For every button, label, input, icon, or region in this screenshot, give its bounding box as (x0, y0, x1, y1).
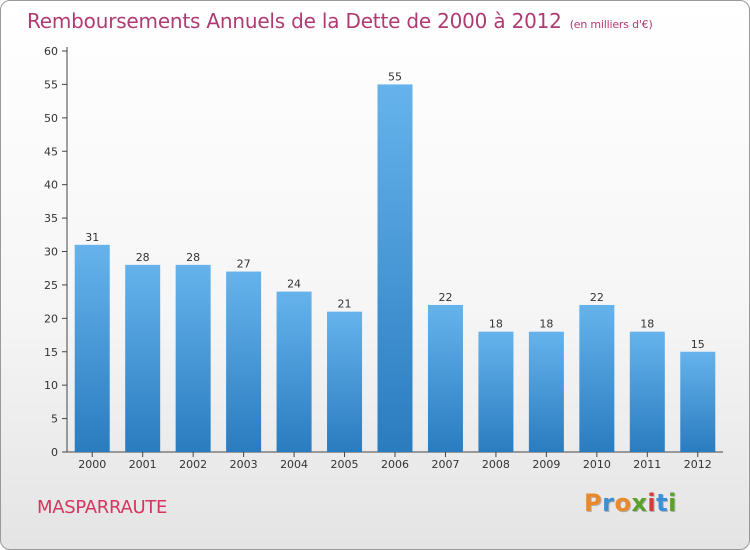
x-tick-label: 2005 (331, 458, 359, 471)
x-tick-label: 2011 (633, 458, 661, 471)
bar (427, 304, 463, 452)
y-tick-label: 45 (44, 145, 58, 158)
bar (629, 331, 665, 452)
bar-value-label: 27 (237, 258, 251, 271)
y-tick-label: 10 (44, 379, 58, 392)
bar-value-label: 55 (388, 70, 402, 83)
y-tick-label: 40 (44, 179, 58, 192)
bar (175, 264, 211, 452)
bar-value-label: 22 (438, 291, 452, 304)
bar (680, 351, 716, 452)
bar (579, 304, 615, 452)
bar-value-label: 15 (691, 338, 705, 351)
y-tick-label: 50 (44, 112, 58, 125)
bar-value-label: 21 (338, 298, 352, 311)
logo-letter: i (668, 489, 677, 517)
bar (226, 271, 262, 452)
x-tick-label: 2003 (230, 458, 258, 471)
y-tick-label: 30 (44, 246, 58, 259)
x-tick-label: 2007 (431, 458, 459, 471)
bar-value-label: 31 (85, 231, 99, 244)
chart-title-text: Remboursements Annuels de la Dette de 20… (27, 9, 562, 33)
x-tick-label: 2001 (129, 458, 157, 471)
y-tick-label: 55 (44, 78, 58, 91)
bar (478, 331, 514, 452)
x-tick-label: 2004 (280, 458, 308, 471)
bar (74, 244, 110, 452)
logo-letter: i (647, 489, 657, 517)
x-tick-label: 2010 (583, 458, 611, 471)
y-tick-label: 25 (44, 279, 58, 292)
bar (377, 84, 413, 453)
commune-name: MASPARRAUTE (37, 497, 168, 518)
bar-value-label: 24 (287, 278, 301, 291)
y-tick-label: 60 (44, 45, 58, 58)
logo-letter: o (614, 489, 632, 517)
y-tick-label: 15 (44, 346, 58, 359)
logo-letter: t (656, 489, 669, 517)
bar-value-label: 28 (136, 251, 150, 264)
bar-value-label: 18 (539, 318, 553, 331)
bar-value-label: 18 (640, 318, 654, 331)
bar (125, 264, 161, 452)
x-tick-label: 2012 (684, 458, 712, 471)
y-tick-label: 20 (44, 312, 58, 325)
chart-title: Remboursements Annuels de la Dette de 20… (27, 9, 653, 33)
bar-value-label: 22 (590, 291, 604, 304)
x-tick-label: 2008 (482, 458, 510, 471)
y-tick-label: 5 (51, 413, 58, 426)
logo-letter: r (602, 489, 615, 517)
x-tick-label: 2006 (381, 458, 409, 471)
y-tick-label: 35 (44, 212, 58, 225)
logo-letter: P (584, 489, 603, 517)
bar (327, 311, 363, 452)
x-tick-label: 2000 (78, 458, 106, 471)
bar-value-label: 28 (186, 251, 200, 264)
y-tick-label: 0 (51, 446, 58, 459)
chart-subtitle: (en milliers d'€) (569, 18, 653, 31)
bar-value-label: 18 (489, 318, 503, 331)
bar (276, 291, 312, 452)
x-tick-label: 2002 (179, 458, 207, 471)
x-tick-label: 2009 (532, 458, 560, 471)
logo-letter: x (631, 489, 648, 517)
proxiti-logo: Proxiti (584, 489, 677, 517)
bar (528, 331, 564, 452)
